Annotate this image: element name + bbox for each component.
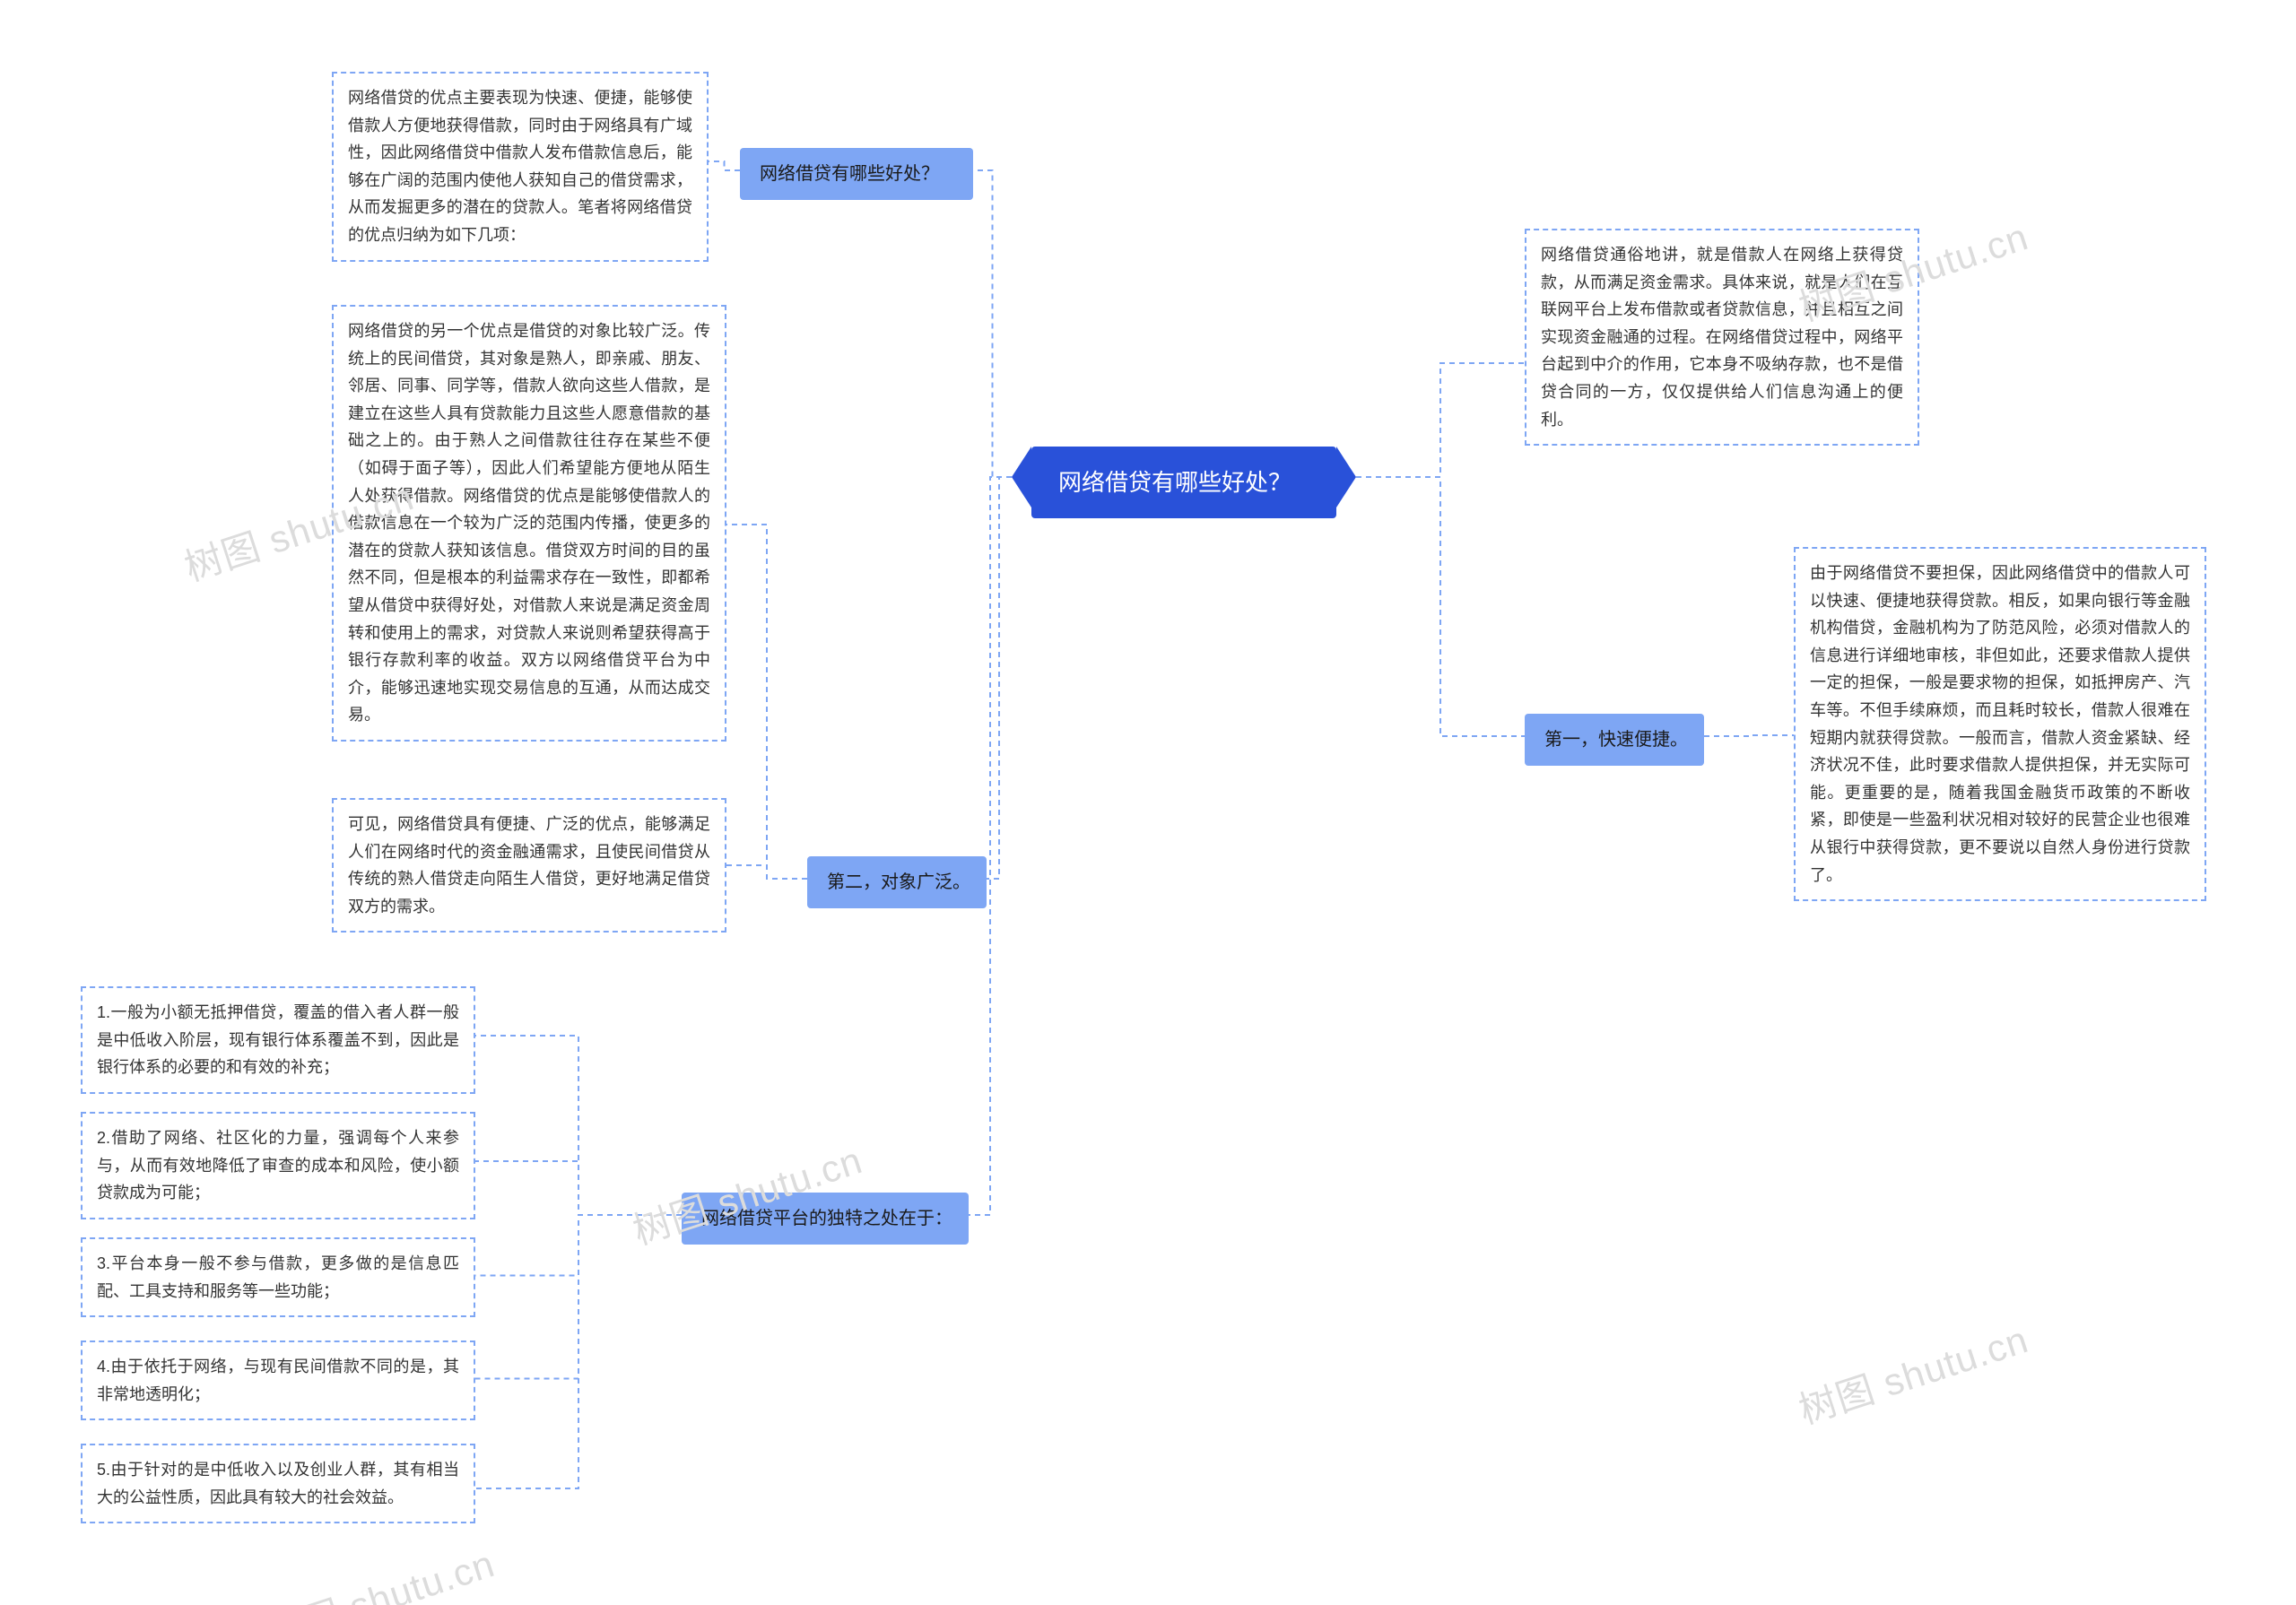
center-node: 网络借贷有哪些好处？ (1031, 447, 1336, 518)
watermark: 树图 shutu.cn (1791, 1309, 2034, 1435)
u4-leaf: 4.由于依托于网络，与现有民间借款不同的是，其非常地透明化； (81, 1340, 475, 1420)
u5-leaf: 5.由于针对的是中低收入以及创业人群，其有相当大的公益性质，因此具有较大的社会效… (81, 1444, 475, 1523)
second-detail-1-leaf: 网络借贷的另一个优点是借贷的对象比较广泛。传统上的民间借贷，其对象是熟人，即亲戚… (332, 305, 726, 742)
second-detail-2-leaf: 可见，网络借贷具有便捷、广泛的优点，能够满足人们在网络时代的资金融通需求，且使民… (332, 798, 726, 933)
benefits-summary-leaf: 网络借贷的优点主要表现为快速、便捷，能够使借款人方便地获得借款，同时由于网络具有… (332, 72, 709, 262)
first-detail-leaf: 由于网络借贷不要担保，因此网络借贷中的借款人可以快速、便捷地获得贷款。相反，如果… (1794, 547, 2206, 901)
platform-unique-topic: 网络借贷平台的独特之处在于： (682, 1193, 969, 1245)
watermark: 树图 shutu.cn (257, 1533, 500, 1605)
benefits-q-topic: 网络借贷有哪些好处？ (740, 148, 973, 200)
u2-leaf: 2.借助了网络、社区化的力量，强调每个人来参与，从而有效地降低了审查的成本和风险… (81, 1112, 475, 1219)
u1-leaf: 1.一般为小额无抵押借贷，覆盖的借入者人群一般是中低收入阶层，现有银行体系覆盖不… (81, 986, 475, 1094)
first-topic: 第一，快速便捷。 (1525, 714, 1704, 766)
u3-leaf: 3.平台本身一般不参与借款，更多做的是信息匹配、工具支持和服务等一些功能； (81, 1237, 475, 1317)
second-topic: 第二，对象广泛。 (807, 856, 987, 908)
intro-leaf: 网络借贷通俗地讲，就是借款人在网络上获得贷款，从而满足资金需求。具体来说，就是人… (1525, 229, 1919, 446)
